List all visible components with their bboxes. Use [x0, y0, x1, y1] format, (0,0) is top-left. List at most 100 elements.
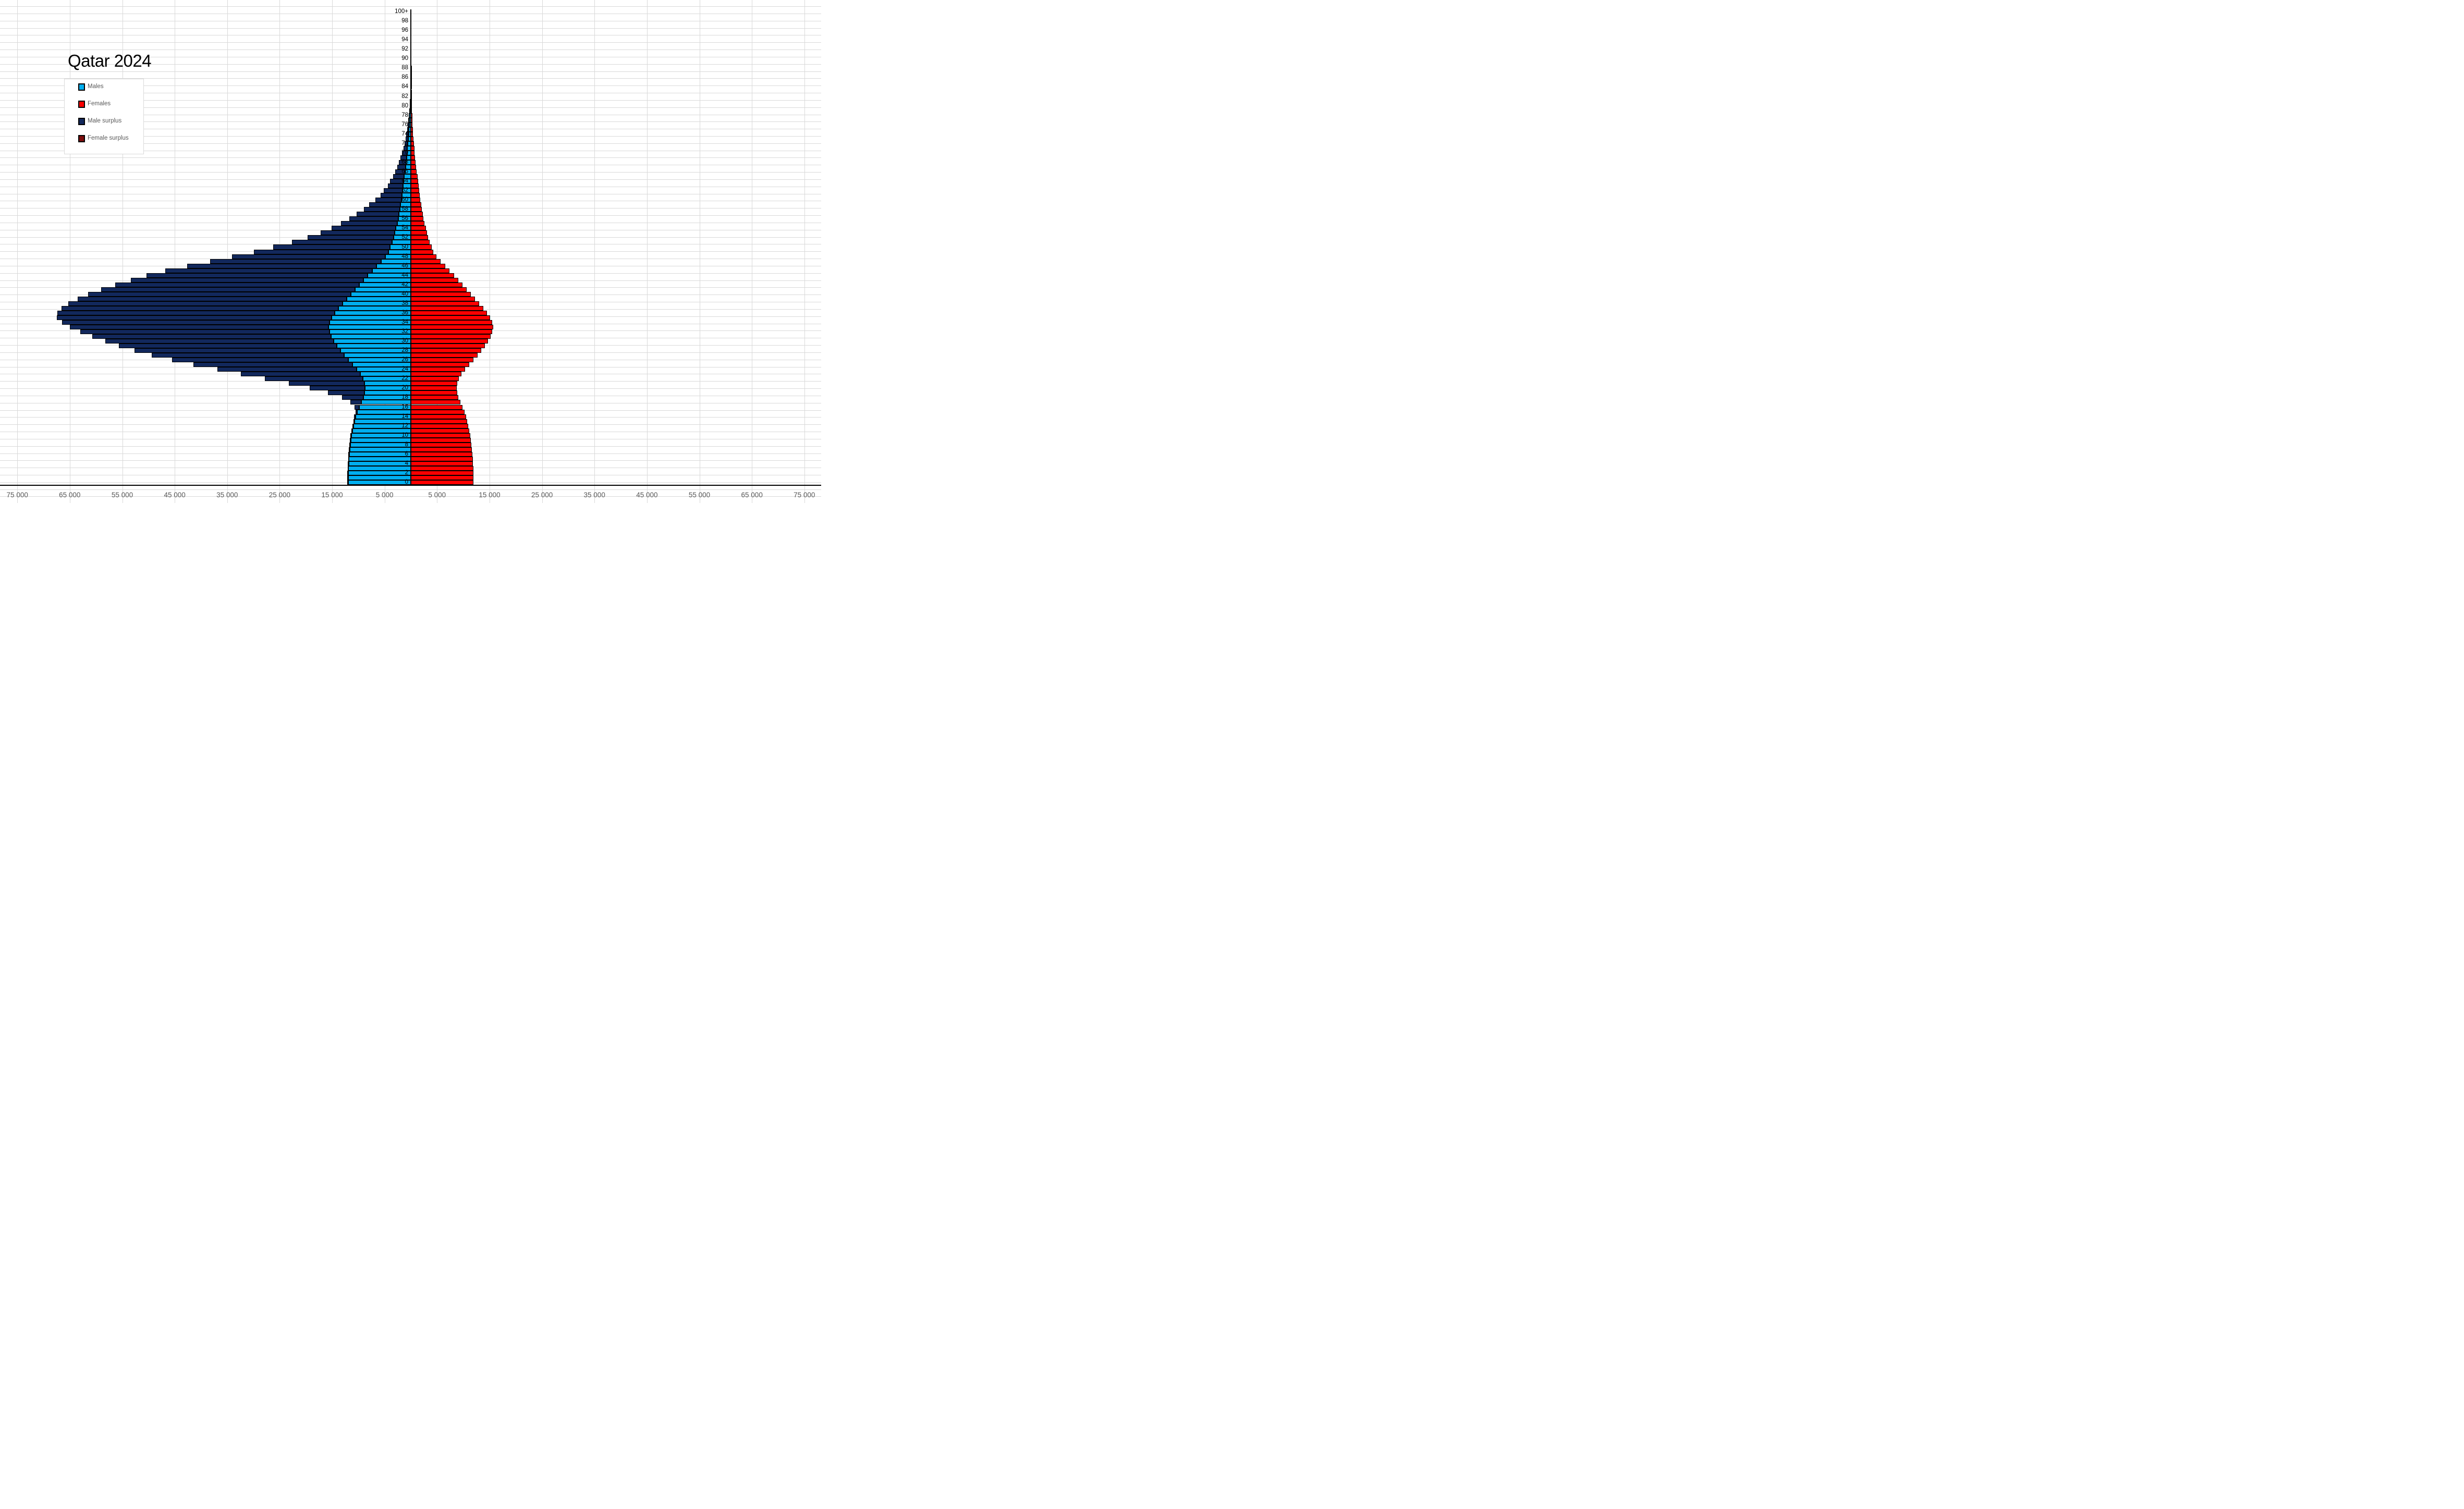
bar-females-age-12	[411, 423, 469, 428]
bar-male-surplus-age-27	[151, 353, 345, 358]
x-tick-label-12: 45 000	[636, 491, 658, 499]
bar-male-surplus-age-73	[405, 136, 409, 141]
bar-females-age-67	[411, 164, 417, 169]
bar-females-age-19	[411, 390, 457, 396]
legend-label: Females	[88, 101, 111, 107]
x-tick-label-2: 55 000	[111, 491, 133, 499]
age-tick-label-92: 92	[401, 46, 408, 53]
age-tick-label-28: 28	[401, 347, 408, 354]
bar-male-surplus-age-59	[369, 202, 401, 207]
gridline-col	[647, 0, 648, 503]
bar-females-age-39	[411, 296, 475, 301]
age-tick-label-66: 66	[401, 168, 408, 175]
bar-male-surplus-age-4	[348, 461, 349, 466]
bar-male-surplus-age-50	[273, 244, 391, 250]
bar-females-age-20	[411, 386, 457, 391]
bar-females-age-32	[411, 329, 492, 335]
legend-label: Female surplus	[88, 135, 129, 142]
bar-male-surplus-age-11	[351, 428, 352, 433]
bar-females-age-6	[411, 451, 473, 457]
age-tick-label-82: 82	[401, 93, 408, 100]
age-tick-label-72: 72	[401, 140, 408, 146]
bar-male-surplus-age-42	[115, 282, 360, 287]
x-tick-label-8: 5 000	[428, 491, 446, 499]
bar-females-age-21	[411, 381, 457, 386]
legend-item-males: Males	[78, 83, 104, 91]
chart-title: Qatar 2024	[68, 51, 152, 70]
age-tick-label-58: 58	[401, 206, 408, 213]
bar-male-surplus-age-74	[406, 131, 409, 137]
x-tick-label-5: 25 000	[269, 491, 291, 499]
bar-females-age-61	[411, 193, 420, 198]
bar-females-age-55	[411, 221, 425, 226]
gridline-col	[542, 0, 543, 503]
bar-females-age-69	[411, 155, 416, 160]
bar-male-surplus-age-32	[80, 329, 330, 335]
bar-females-age-53	[411, 230, 428, 236]
bar-male-surplus-age-12	[352, 423, 353, 428]
age-tick-label-46: 46	[401, 262, 408, 269]
age-tick-label-36: 36	[401, 309, 408, 316]
age-tick-label-18: 18	[401, 394, 408, 401]
bar-females-age-47	[411, 259, 441, 264]
bar-females-age-7	[411, 447, 472, 452]
bar-females-age-60	[411, 198, 421, 203]
age-tick-label-44: 44	[401, 272, 408, 278]
bar-females-age-48	[411, 254, 437, 259]
age-tick-label-56: 56	[401, 215, 408, 222]
bar-male-surplus-age-34	[62, 320, 330, 325]
bar-male-surplus-age-45	[165, 268, 372, 273]
bar-females-age-38	[411, 301, 479, 306]
bar-females-age-40	[411, 291, 471, 297]
center-axis-line	[410, 9, 411, 485]
bar-male-surplus-age-66	[395, 169, 405, 175]
bar-females-age-56	[411, 216, 424, 222]
bar-male-surplus-age-1	[347, 475, 349, 480]
gridline-row	[0, 489, 821, 490]
age-tick-label-2: 2	[405, 469, 408, 476]
bar-male-surplus-age-58	[364, 207, 400, 212]
age-tick-label-40: 40	[401, 290, 408, 297]
bar-females-age-35	[411, 315, 490, 320]
bar-male-surplus-age-15	[355, 409, 358, 414]
bar-females-age-68	[411, 160, 416, 165]
bar-females-age-43	[411, 277, 458, 283]
age-tick-label-6: 6	[405, 450, 408, 457]
bar-females-age-70	[411, 150, 415, 155]
bar-females-age-31	[411, 334, 491, 339]
bar-females-age-29	[411, 343, 485, 349]
x-tick-label-4: 35 000	[216, 491, 238, 499]
legend-item-females: Females	[78, 101, 111, 108]
gridline-col	[804, 0, 805, 503]
age-tick-label-14: 14	[401, 413, 408, 420]
bar-females-age-26	[411, 358, 473, 363]
bar-females-age-15	[411, 409, 465, 414]
bar-male-surplus-age-36	[57, 310, 335, 315]
bar-male-surplus-age-38	[68, 301, 343, 306]
bar-male-surplus-age-33	[69, 324, 328, 329]
legend-label: Male surplus	[88, 118, 122, 125]
bar-females-age-49	[411, 249, 434, 254]
age-tick-label-32: 32	[401, 328, 408, 335]
bar-females-age-16	[411, 404, 462, 410]
bar-females-age-1	[411, 475, 474, 480]
legend-swatch-icon	[78, 101, 85, 108]
bar-male-surplus-age-76	[407, 122, 409, 127]
bar-females-age-27	[411, 353, 478, 358]
bar-male-surplus-age-18	[342, 395, 364, 400]
bar-male-surplus-age-77	[408, 117, 410, 122]
bar-females-age-50	[411, 244, 432, 250]
age-tick-label-48: 48	[401, 253, 408, 260]
bar-male-surplus-age-26	[172, 358, 349, 363]
bar-females-age-33	[411, 324, 493, 329]
gridline-col	[17, 0, 18, 503]
bar-male-surplus-age-57	[357, 212, 399, 217]
bar-male-surplus-age-21	[288, 381, 365, 386]
bar-females-age-10	[411, 433, 470, 438]
legend-item-male-surplus: Male surplus	[78, 118, 121, 125]
age-tick-label-38: 38	[401, 300, 408, 306]
bar-male-surplus-age-8	[349, 442, 351, 447]
age-tick-label-54: 54	[401, 225, 408, 231]
age-tick-label-94: 94	[401, 36, 408, 43]
bar-females-age-54	[411, 226, 426, 231]
